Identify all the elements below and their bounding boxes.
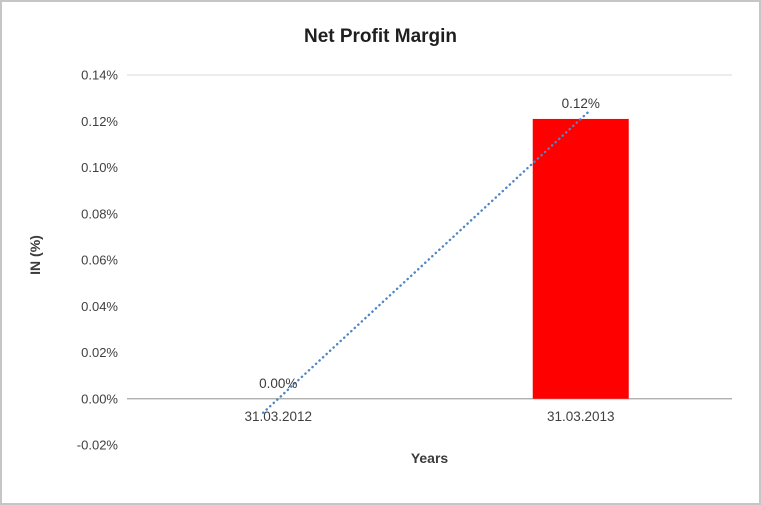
data-label: 0.12% [562, 96, 600, 111]
x-category-label: 31.03.2012 [244, 409, 312, 424]
y-tick-label: 0.02% [81, 345, 118, 360]
y-tick-label: 0.06% [81, 253, 118, 268]
x-axis-title: Years [410, 450, 449, 466]
data-label: 0.00% [259, 376, 297, 391]
y-tick-label: 0.14% [81, 68, 118, 83]
y-tick-label: -0.02% [77, 438, 119, 453]
y-tick-label: 0.04% [81, 299, 118, 314]
bar-31.03.2013 [532, 118, 629, 399]
trendline [261, 109, 592, 414]
y-tick-label: 0.00% [81, 391, 118, 406]
x-category-label: 31.03.2013 [547, 409, 615, 424]
y-tick-label: 0.10% [81, 160, 118, 175]
chart-title: Net Profit Margin [303, 26, 458, 47]
y-tick-label: 0.12% [81, 114, 118, 129]
y-tick-label: 0.08% [81, 206, 118, 221]
